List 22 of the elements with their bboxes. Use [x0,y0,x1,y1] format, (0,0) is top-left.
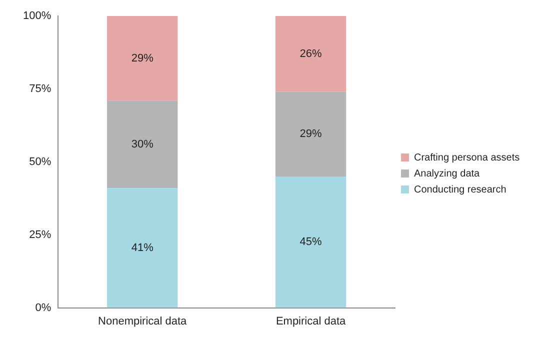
y-tick-label: 100% [22,10,52,22]
y-tick-label: 75% [29,82,52,95]
x-tick-label: Empirical data [276,315,347,328]
bar [275,16,346,92]
y-tick-label: 50% [29,156,52,168]
data-label: 26% [300,48,322,60]
data-label: 45% [300,236,322,248]
data-label: 29% [300,128,322,140]
y-tick-label: 0% [35,302,52,314]
legend-label: Analyzing data [414,168,480,180]
bar [106,16,178,101]
bar [275,176,346,308]
legend-label: Conducting research [414,184,506,196]
bar [106,100,178,188]
y-tick-label: 25% [29,228,52,241]
data-label: 41% [131,242,154,254]
x-tick-label: Nonempirical data [98,315,188,328]
bar [275,92,346,176]
legend-label: Crafting persona assets [414,152,520,164]
data-label: 29% [131,52,154,64]
data-label: 30% [131,138,154,150]
bar [106,188,178,308]
